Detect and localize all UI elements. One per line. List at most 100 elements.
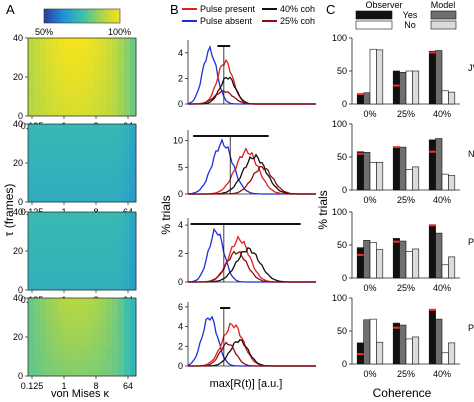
heatmap-cell <box>70 60 77 67</box>
heatmap-cell <box>106 267 113 274</box>
heatmap-cell <box>100 77 107 83</box>
heatmap-cell <box>40 298 47 304</box>
heatmap-cell <box>112 99 119 106</box>
heatmap-cell <box>112 234 119 241</box>
heatmap-cell <box>34 370 41 377</box>
heatmap-cell <box>124 190 131 197</box>
heatmap-cell <box>88 60 95 67</box>
heatmap-cell <box>112 49 119 56</box>
heatmap-cell <box>118 71 125 78</box>
heatmap-cell <box>112 256 119 263</box>
bar-model_no <box>376 249 384 279</box>
heatmap-cell <box>34 82 41 89</box>
heatmap-cell <box>34 337 41 343</box>
heatmap-cell <box>64 325 71 332</box>
distribution-curve-present <box>188 235 316 283</box>
heatmap-cell <box>58 179 65 186</box>
heatmap-cell <box>40 174 47 181</box>
heatmap-cell <box>118 163 125 169</box>
heatmap-cell <box>124 151 131 158</box>
heatmap-cell <box>64 82 71 89</box>
heatmap-cell <box>76 337 83 343</box>
heatmap-cell <box>52 135 59 142</box>
heatmap-cell <box>94 298 101 304</box>
heatmap-cell <box>82 54 89 61</box>
heatmap-cell <box>94 284 101 291</box>
heatmap-cell <box>28 212 35 218</box>
heatmap-cell <box>46 284 53 291</box>
heatmap-cell <box>130 353 137 360</box>
heatmap-cell <box>118 174 125 181</box>
heatmap-cell <box>94 99 101 106</box>
heatmap-cell <box>82 151 89 158</box>
heatmap-cell <box>124 348 131 355</box>
heatmap-cell <box>58 256 65 263</box>
bar-row-label: NP <box>468 149 474 159</box>
heatmap-cell <box>58 104 65 111</box>
bar-observer_yes <box>392 238 400 279</box>
heatmap-cell <box>76 370 83 377</box>
heatmap-cell <box>58 239 65 246</box>
heatmap-cell <box>40 38 47 44</box>
heatmap-cell <box>100 228 107 235</box>
heatmap-cell <box>130 262 137 269</box>
heatmap-cell <box>112 151 119 158</box>
bar-y-tick-label: 100 <box>332 207 347 217</box>
bar-category-label: 25% <box>397 195 415 205</box>
heatmap-cell <box>106 359 113 366</box>
heatmap-cell <box>94 228 101 235</box>
heatmap-cell <box>46 88 53 95</box>
heatmap-cell <box>46 212 53 218</box>
distribution-y-tick-label: 0 <box>178 277 183 287</box>
heatmap-cell <box>106 135 113 142</box>
heatmap-cell <box>118 325 125 332</box>
heatmap-cell <box>28 146 35 153</box>
heatmap-cell <box>76 60 83 67</box>
heatmap-cell <box>58 190 65 197</box>
heatmap-cell <box>82 82 89 89</box>
heatmap-cell <box>64 38 71 44</box>
heatmap-cell <box>82 124 89 130</box>
heatmap-cell <box>94 251 101 257</box>
bar-model_no <box>412 166 420 191</box>
heatmap-cell <box>40 157 47 164</box>
heatmap-cell <box>118 284 125 291</box>
heatmap-cell <box>94 38 101 44</box>
heatmap-cell <box>76 124 83 130</box>
heatmap-cell <box>46 331 53 338</box>
heatmap-cell <box>52 110 59 117</box>
legend-group-model: Model <box>431 0 456 10</box>
heatmap-cell <box>64 239 71 246</box>
heatmap-cell <box>46 146 53 153</box>
heatmap-cell <box>112 284 119 291</box>
heatmap-cell <box>100 88 107 95</box>
heatmap-cell <box>94 104 101 111</box>
heatmap-cell <box>34 217 41 224</box>
heatmap-cell <box>124 245 131 252</box>
heatmap-cell <box>118 223 125 230</box>
heatmap-cell <box>58 151 65 158</box>
heatmap-cell <box>28 331 35 338</box>
heatmap-cell <box>88 157 95 164</box>
heatmap-cell <box>34 146 41 153</box>
heatmap-cell <box>58 337 65 343</box>
heatmap-cell <box>76 146 83 153</box>
distribution-curve-absent <box>187 44 316 105</box>
distribution-np: 0 5 10 <box>173 130 316 199</box>
heatmap-cell <box>76 359 83 366</box>
heatmap-cell <box>94 168 101 175</box>
heatmap-cell <box>52 151 59 158</box>
heatmap-cell <box>88 93 95 100</box>
heatmap-cell <box>28 93 35 100</box>
heatmap-cell <box>106 234 113 241</box>
heatmap-cell <box>34 234 41 241</box>
heatmap-cell <box>124 129 131 136</box>
bar-model_no <box>448 342 456 365</box>
heatmap-cell <box>82 65 89 72</box>
heatmap-cell <box>100 151 107 158</box>
heatmap-cell <box>58 303 65 310</box>
heatmap-cell <box>34 228 41 235</box>
heatmap-cell <box>106 331 113 338</box>
heatmap-cell <box>100 185 107 192</box>
